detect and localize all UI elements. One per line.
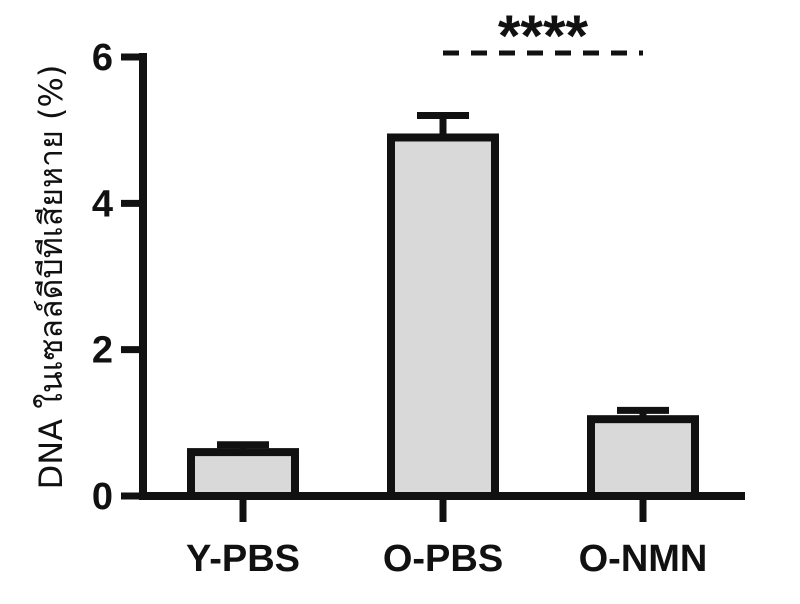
bar-o-nmn: [587, 415, 699, 500]
x-tick-label-y-pbs: Y-PBS: [186, 538, 300, 580]
y-tick-label: 0: [92, 476, 113, 518]
y-axis-title: DNA ในเซลล์ดีบีทีเสียหาย (%): [32, 65, 70, 490]
significance-label: ****: [498, 4, 589, 69]
bar-o-pbs: [387, 133, 499, 500]
y-tick-label: 2: [92, 330, 113, 372]
bar-y-pbs: [187, 448, 299, 501]
x-tick-label-o-pbs: O-PBS: [383, 538, 503, 580]
x-tick-label-o-nmn: O-NMN: [579, 538, 708, 580]
y-tick-label: 4: [92, 183, 113, 225]
y-tick-label: 6: [92, 37, 113, 79]
